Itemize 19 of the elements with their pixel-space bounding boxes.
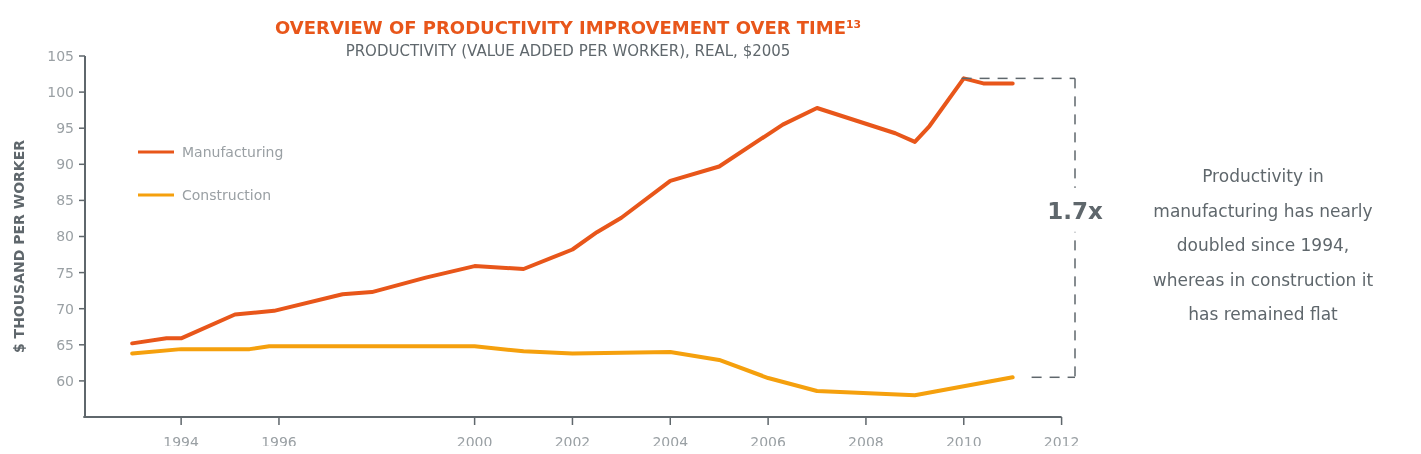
y-tick-label: 60 (56, 372, 74, 389)
y-tick-label: 80 (56, 228, 74, 245)
y-tick-label: 95 (56, 120, 74, 137)
y-tick-label: 75 (56, 264, 74, 281)
y-tick-label: 100 (47, 84, 74, 100)
line-series (130, 76, 1015, 346)
annotation: 1.7x (1047, 197, 1103, 224)
y-tick-label: 85 (56, 192, 74, 209)
chart-title: OVERVIEW OF PRODUCTIVITY IMPROVEMENT OVER TIME$^{13}$ (274, 17, 862, 38)
text: Productivity in manufacturing has nearly doubled since 1994, whereas in construction it has remained flat (1152, 166, 1374, 324)
chart-subtitle: PRODUCTIVITY (VALUE ADDED PER WORKER), REAL, $2005 (345, 42, 791, 60)
legend-label: Manufacturing (182, 143, 284, 160)
legend-label: Construction (182, 186, 272, 203)
y-tick-label: 65 (56, 336, 74, 353)
y-axis-title: $ THOUSAND PER WORKER (11, 139, 27, 354)
y-tick-label: 70 (56, 300, 74, 317)
y-tick-label: 90 (56, 156, 74, 173)
line-series (130, 344, 1015, 398)
y-tick-label: 105 (47, 47, 74, 64)
